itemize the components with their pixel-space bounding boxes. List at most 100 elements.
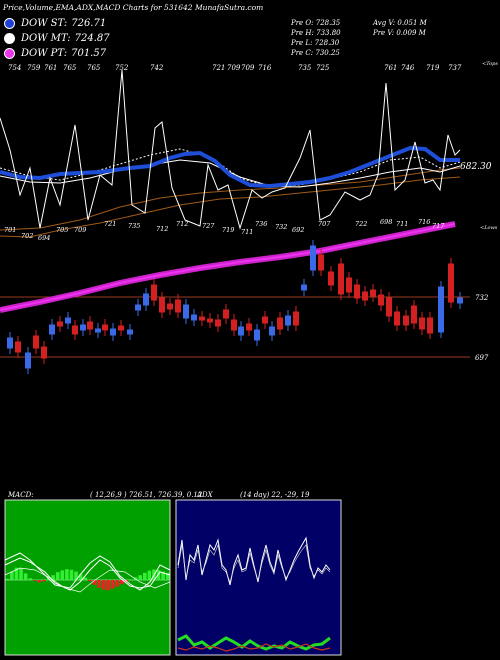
ohlc-close: Pre C: 730.25 <box>291 49 340 57</box>
candle-up <box>457 297 463 304</box>
candle-down <box>118 325 124 331</box>
candle-down <box>167 303 173 310</box>
bottom-label: 707 <box>318 220 331 228</box>
adx-minus-di-line <box>177 643 331 652</box>
bottom-label: 721 <box>104 220 116 228</box>
ema-mid-line <box>0 159 461 188</box>
legend-label: DOW MT: <box>21 32 71 44</box>
candle-up <box>95 328 101 333</box>
chart-title: Price,Volume,EMA,ADX,MACD Charts for 531… <box>3 3 264 12</box>
bottom-label: 701 <box>4 226 16 234</box>
legend-dow-mt: DOW MT: 724.87 <box>4 31 110 45</box>
candle-up <box>110 328 116 336</box>
macd-bar-positive <box>138 575 142 580</box>
candle-up <box>254 329 260 341</box>
bottom-label: 719 <box>222 226 234 234</box>
bottom-label: 702 <box>21 232 33 240</box>
candle-down <box>151 284 157 301</box>
candle-down <box>277 317 283 330</box>
candle-up <box>25 352 31 369</box>
macd-bar-negative <box>110 580 115 589</box>
macd-title: MACD: <box>8 491 34 499</box>
right-lows-label: <Lows <box>480 225 498 231</box>
candle-down <box>246 323 252 331</box>
candle-up <box>143 293 149 306</box>
macd-bar-positive <box>10 571 14 580</box>
macd-bar-positive <box>147 570 152 580</box>
macd-bar-positive <box>83 577 87 580</box>
candle-down <box>427 317 433 334</box>
top-label: 737 <box>448 64 462 72</box>
candle-down <box>33 335 39 349</box>
candle-down <box>102 324 108 331</box>
candle-up <box>183 304 189 319</box>
macd-bar-negative <box>88 580 92 582</box>
candle-down <box>370 289 376 297</box>
candle-down <box>338 263 344 295</box>
bottom-label: 711 <box>241 228 253 236</box>
macd-bar-positive <box>60 570 65 580</box>
macd-bar-positive <box>65 569 69 580</box>
legend-swatch-icon <box>4 47 15 59</box>
candle-down <box>87 321 93 330</box>
macd-bar-positive <box>161 571 165 580</box>
candle-up <box>310 245 316 271</box>
candle-down <box>223 309 229 319</box>
legend-value: 724.87 <box>74 32 110 44</box>
macd-bar-positive <box>23 573 28 580</box>
adx-info: (14 day) 22, -29, 19 <box>240 491 310 499</box>
candle-down <box>354 284 360 299</box>
candle-down <box>175 299 181 313</box>
candle-down <box>57 321 63 327</box>
macd-info: ( 12,26,9 ) 726.51, 726.39, 0.12 <box>90 491 203 499</box>
candle-down <box>231 319 237 331</box>
bottom-label: 712 <box>156 225 168 233</box>
macd-bar-positive <box>74 571 78 580</box>
bottom-label: 711 <box>396 220 408 228</box>
top-label: 725 <box>316 64 330 72</box>
macd-bar-positive <box>51 575 55 580</box>
macd-bar-negative <box>92 580 97 585</box>
macd-bar-positive <box>14 567 19 580</box>
bottom-label: 716 <box>418 218 430 226</box>
candle-down <box>403 315 409 326</box>
legend-swatch-icon <box>4 17 15 29</box>
macd-panel-border <box>4 499 171 656</box>
price-label-697: 697 <box>475 354 489 362</box>
ohlc-low: Pre L: 728.30 <box>291 39 340 47</box>
candle-up <box>7 337 13 349</box>
macd-bar-negative <box>101 580 106 590</box>
candle-down <box>362 291 368 301</box>
candle-down <box>328 271 334 286</box>
legend-value: 726.71 <box>71 17 107 29</box>
macd-bar-positive <box>28 578 32 580</box>
top-label: 742 <box>150 64 164 72</box>
bottom-label: 709 <box>74 226 86 234</box>
avg-volume: Avg V: 0.051 M <box>373 19 427 27</box>
dow-pt-line <box>0 223 456 311</box>
adx-line-2 <box>177 543 331 583</box>
macd-signal-line <box>4 557 171 591</box>
top-label: 746 <box>401 64 415 72</box>
top-label: 709 <box>227 64 241 72</box>
candle-up <box>49 324 55 335</box>
candle-up <box>191 314 197 321</box>
candle-up <box>135 304 141 311</box>
bottom-label: 692 <box>292 226 304 234</box>
candle-down <box>262 316 268 324</box>
candle-down <box>386 297 392 317</box>
candle-down <box>15 341 21 353</box>
macd-bar-positive <box>156 570 161 580</box>
adx-line <box>177 536 331 586</box>
dow-st-line <box>0 145 460 189</box>
candle-up <box>285 315 291 326</box>
macd-bar-positive <box>55 572 60 580</box>
candle-down <box>41 346 47 359</box>
candle-down <box>159 297 165 313</box>
price-label-732: 732 <box>475 294 489 302</box>
candle-down <box>215 319 221 327</box>
macd-bar-positive <box>69 569 74 580</box>
candle-up <box>238 326 244 336</box>
macd-bar-negative <box>115 580 120 587</box>
